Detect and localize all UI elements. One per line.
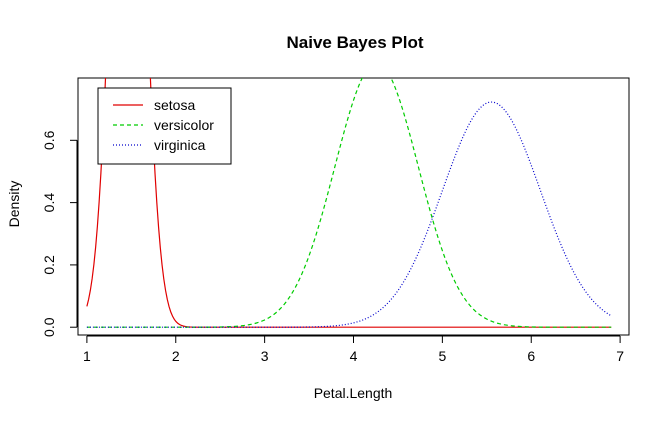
x-tick-label: 7 [616,348,624,364]
x-tick-label: 3 [261,348,269,364]
x-tick-label: 2 [172,348,180,364]
y-tick-label: 0.0 [41,317,57,337]
legend-label-virginica: virginica [154,137,206,153]
y-axis: 0.0 0.2 0.4 0.6 [41,130,78,337]
x-tick-label: 4 [350,348,358,364]
density-curves [86,78,612,328]
legend-box [97,87,232,165]
y-tick-label: 0.2 [41,255,57,275]
x-axis: 1 2 3 4 5 6 7 [83,335,624,364]
legend: setosa versicolor virginica [97,87,232,165]
y-axis-label: Density [6,181,22,228]
x-axis-label: Petal.Length [314,385,393,401]
legend-label-setosa: setosa [154,97,195,113]
series-line-virginica [86,101,612,328]
chart-title: Naive Bayes Plot [286,33,423,52]
y-tick-label: 0.4 [41,193,57,213]
x-tick-label: 1 [83,348,91,364]
x-tick-label: 5 [438,348,446,364]
x-tick-label: 6 [527,348,535,364]
y-tick-label: 0.6 [41,130,57,150]
plot-area-frame [77,77,630,336]
series-line-setosa [86,78,612,328]
legend-label-versicolor: versicolor [154,117,214,133]
